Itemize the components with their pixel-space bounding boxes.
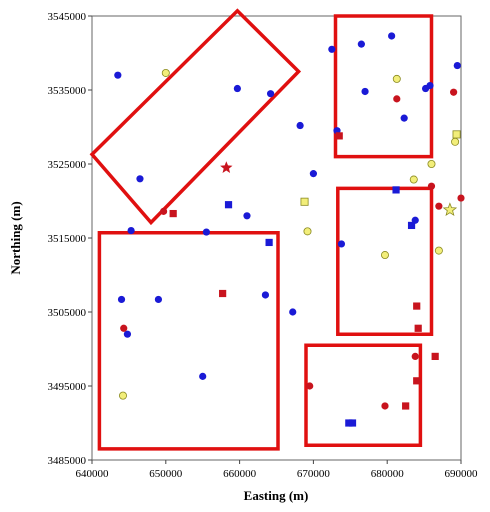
region-rectangles xyxy=(89,8,434,451)
data-points xyxy=(114,32,465,427)
data-point xyxy=(296,121,304,130)
y-tick-label: 3525000 xyxy=(48,159,87,171)
data-point xyxy=(457,194,465,202)
data-point xyxy=(136,175,144,183)
data-point xyxy=(402,402,410,410)
data-point xyxy=(434,246,443,255)
data-point xyxy=(159,207,168,215)
data-point xyxy=(392,186,400,194)
region-rectangle xyxy=(336,186,434,336)
x-tick-label: 690000 xyxy=(445,468,479,480)
data-point xyxy=(243,212,251,220)
data-point xyxy=(413,377,421,385)
y-tick-label: 3515000 xyxy=(48,233,87,245)
data-point xyxy=(431,352,439,360)
data-point xyxy=(357,40,365,48)
data-point xyxy=(202,228,210,236)
data-point xyxy=(335,132,343,140)
data-point xyxy=(380,251,389,260)
y-tick-label: 3495000 xyxy=(48,381,87,393)
data-point xyxy=(118,391,127,400)
data-point xyxy=(442,202,458,216)
data-point xyxy=(361,87,369,96)
data-point xyxy=(427,159,436,168)
data-point xyxy=(393,95,401,103)
data-point xyxy=(154,295,163,304)
data-point xyxy=(224,201,233,209)
data-point xyxy=(414,324,422,332)
x-tick-label: 680000 xyxy=(371,468,405,480)
data-point xyxy=(392,74,401,83)
data-point xyxy=(123,330,132,338)
data-point xyxy=(127,227,135,235)
x-tick-label: 650000 xyxy=(149,468,183,480)
x-tick-label: 670000 xyxy=(297,468,331,480)
y-tick-label: 3505000 xyxy=(48,307,87,319)
y-tick-label: 3545000 xyxy=(48,11,87,23)
data-point xyxy=(453,61,461,70)
y-tick-label: 3485000 xyxy=(48,455,87,467)
data-point xyxy=(409,175,418,184)
data-point xyxy=(114,71,122,79)
y-axis-label: Northing (m) xyxy=(8,201,23,274)
data-point xyxy=(265,238,273,247)
y-tick-label: 3535000 xyxy=(48,85,87,97)
x-axis: 640000 650000 660000 670000 680000 690000 xyxy=(76,460,479,480)
data-point xyxy=(266,90,275,98)
region-rectangle xyxy=(333,14,434,159)
data-point xyxy=(199,372,207,380)
data-point xyxy=(435,202,443,210)
data-point xyxy=(303,227,312,236)
data-point xyxy=(300,197,309,206)
x-tick-label: 640000 xyxy=(76,468,110,480)
data-point xyxy=(306,382,314,390)
data-point xyxy=(411,352,419,360)
data-point xyxy=(219,289,227,298)
region-rectangle xyxy=(89,8,302,226)
data-point xyxy=(450,88,458,96)
data-point xyxy=(348,419,357,427)
y-axis: 3485000 3495000 3505000 3515000 3525000 35350… xyxy=(48,11,92,467)
data-point xyxy=(261,291,270,299)
data-point xyxy=(169,209,177,218)
data-point xyxy=(407,221,416,230)
data-point xyxy=(233,84,241,93)
data-point xyxy=(337,240,346,248)
data-point xyxy=(309,170,317,178)
data-point xyxy=(161,68,170,77)
region-rectangle xyxy=(304,343,423,447)
data-point xyxy=(451,137,460,146)
data-point xyxy=(452,130,461,139)
data-point xyxy=(381,402,389,410)
x-axis-label: Easting (m) xyxy=(244,488,309,503)
data-point xyxy=(427,182,436,190)
data-point xyxy=(117,295,126,304)
data-point xyxy=(388,32,396,40)
region-rectangle xyxy=(97,231,280,451)
data-point xyxy=(289,308,297,316)
x-tick-label: 660000 xyxy=(223,468,257,480)
data-point xyxy=(413,302,421,310)
data-point xyxy=(345,419,353,427)
data-point xyxy=(220,161,233,173)
data-point xyxy=(328,45,336,53)
data-point xyxy=(426,81,434,90)
data-point xyxy=(400,114,408,122)
data-point xyxy=(120,324,128,332)
